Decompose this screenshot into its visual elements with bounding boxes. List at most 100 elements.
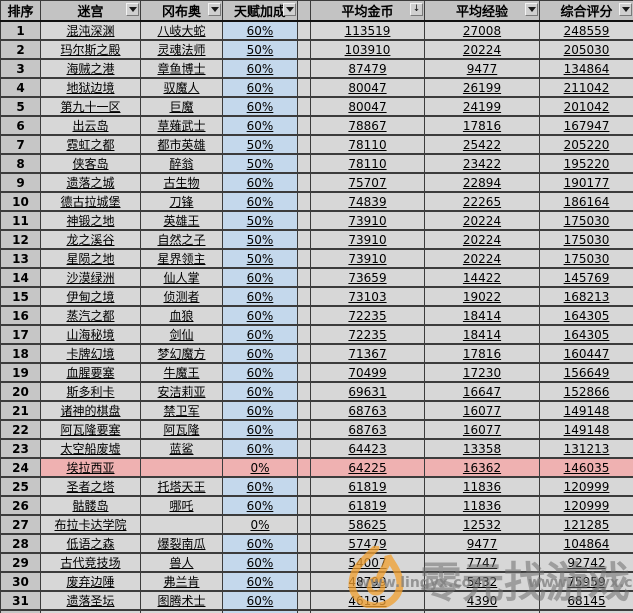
cell-rank[interactable]: 19 [0,362,41,383]
cell-exp[interactable]: 16647 [424,381,540,402]
cell-score[interactable]: 92742 [539,552,633,573]
cell-gumball[interactable]: 托塔天王 [140,476,223,497]
cell-gold[interactable]: 70499 [310,362,425,383]
cell-maze[interactable]: 星陨之地 [40,248,141,269]
cell-maze[interactable]: 埃拉西亚 [40,457,141,478]
cell-gumball[interactable]: 安洁莉亚 [140,381,223,402]
cell-exp[interactable]: 9477 [424,58,540,79]
cell-exp[interactable]: 17816 [424,115,540,136]
filter-dropdown-button[interactable] [208,3,221,16]
cell-maze[interactable]: 第九十一区 [40,96,141,117]
cell-gold[interactable]: 73910 [310,248,425,269]
filter-dropdown-button[interactable] [283,3,296,16]
cell-bonus[interactable]: 60% [222,324,298,345]
cell-maze[interactable]: 混沌深渊 [40,20,141,41]
cell-bonus[interactable]: 60% [222,305,298,326]
cell-maze[interactable]: 海贼之港 [40,58,141,79]
cell-rank[interactable]: 22 [0,419,41,440]
cell-gumball[interactable]: 章鱼博士 [140,58,223,79]
cell-gold[interactable]: 74839 [310,191,425,212]
cell-score[interactable]: 149148 [539,419,633,440]
cell-score[interactable]: 121285 [539,514,633,535]
cell-gumball[interactable]: 牛魔王 [140,362,223,383]
cell-gold[interactable]: 54007 [310,552,425,573]
cell-gold[interactable]: 72235 [310,305,425,326]
cell-gold[interactable]: 48799 [310,571,425,592]
cell-gumball[interactable]: 八岐大蛇 [140,20,223,41]
cell-gold[interactable]: 73910 [310,229,425,250]
cell-maze[interactable]: 玛尔斯之殿 [40,39,141,60]
cell-maze[interactable]: 废弃边陲 [40,571,141,592]
cell-score[interactable]: 186164 [539,191,633,212]
cell-bonus[interactable]: 50% [222,134,298,155]
cell-maze[interactable]: 布拉卡达学院 [40,514,141,535]
cell-rank[interactable]: 31 [0,590,41,611]
cell-maze[interactable]: 山海秘境 [40,324,141,345]
cell-maze[interactable]: 卡牌幻境 [40,343,141,364]
cell-rank[interactable]: 10 [0,191,41,212]
cell-score[interactable]: 164305 [539,324,633,345]
filter-dropdown-button[interactable] [525,3,538,16]
cell-maze[interactable]: 侠客岛 [40,153,141,174]
cell-gumball[interactable]: 都市英雄 [140,134,223,155]
cell-score[interactable]: 149148 [539,400,633,421]
cell-maze[interactable]: 龙之溪谷 [40,229,141,250]
cell-gumball[interactable]: 蓝鲨 [140,438,223,459]
cell-gold[interactable]: 87479 [310,58,425,79]
cell-gold[interactable]: 58625 [310,514,425,535]
cell-maze[interactable]: 沙漠绿洲 [40,267,141,288]
cell-rank[interactable]: 1 [0,20,41,41]
cell-gumball[interactable]: 梦幻魔方 [140,343,223,364]
cell-gold[interactable]: 73659 [310,267,425,288]
cell-maze[interactable]: 太空船废墟 [40,438,141,459]
cell-gumball[interactable]: 巨魔 [140,96,223,117]
filter-dropdown-button[interactable] [619,3,632,16]
cell-maze[interactable]: 地狱边境 [40,77,141,98]
cell-score[interactable]: 120999 [539,495,633,516]
cell-gumball[interactable]: 仙人掌 [140,267,223,288]
cell-maze[interactable]: 斯多利卡 [40,381,141,402]
cell-exp[interactable]: 23422 [424,153,540,174]
cell-gold[interactable]: 68763 [310,400,425,421]
cell-exp[interactable]: 7747 [424,552,540,573]
cell-rank[interactable]: 30 [0,571,41,592]
cell-bonus[interactable]: 60% [222,58,298,79]
cell-bonus[interactable]: 60% [222,20,298,41]
cell-gumball[interactable] [140,457,223,478]
cell-bonus[interactable]: 60% [222,286,298,307]
cell-score[interactable]: 160447 [539,343,633,364]
cell-exp[interactable]: 17230 [424,362,540,383]
cell-rank[interactable]: 2 [0,39,41,60]
cell-bonus[interactable]: 60% [222,267,298,288]
cell-exp[interactable]: 22894 [424,172,540,193]
cell-bonus[interactable]: 50% [222,39,298,60]
cell-score[interactable]: 248559 [539,20,633,41]
cell-gold[interactable]: 46195 [310,590,425,611]
cell-bonus[interactable]: 50% [222,153,298,174]
cell-exp[interactable]: 19022 [424,286,540,307]
cell-bonus[interactable]: 60% [222,343,298,364]
cell-gumball[interactable]: 星界领主 [140,248,223,269]
cell-bonus[interactable]: 60% [222,96,298,117]
cell-gumball[interactable]: 哪吒 [140,495,223,516]
cell-maze[interactable]: 骷髅岛 [40,495,141,516]
cell-rank[interactable]: 25 [0,476,41,497]
cell-gumball[interactable]: 弗兰肯 [140,571,223,592]
cell-maze[interactable]: 霓虹之都 [40,134,141,155]
cell-rank[interactable]: 3 [0,58,41,79]
cell-rank[interactable]: 20 [0,381,41,402]
cell-score[interactable]: 175030 [539,229,633,250]
cell-gumball[interactable]: 血狼 [140,305,223,326]
cell-maze[interactable]: 遗落之城 [40,172,141,193]
cell-rank[interactable]: 5 [0,96,41,117]
cell-gold[interactable]: 72235 [310,324,425,345]
cell-gold[interactable]: 113519 [310,20,425,41]
cell-score[interactable]: 167947 [539,115,633,136]
cell-score[interactable]: 131213 [539,438,633,459]
cell-rank[interactable]: 21 [0,400,41,421]
cell-bonus[interactable]: 60% [222,77,298,98]
cell-gumball[interactable]: 剑仙 [140,324,223,345]
cell-rank[interactable]: 27 [0,514,41,535]
cell-score[interactable]: 205030 [539,39,633,60]
cell-score[interactable]: 134864 [539,58,633,79]
